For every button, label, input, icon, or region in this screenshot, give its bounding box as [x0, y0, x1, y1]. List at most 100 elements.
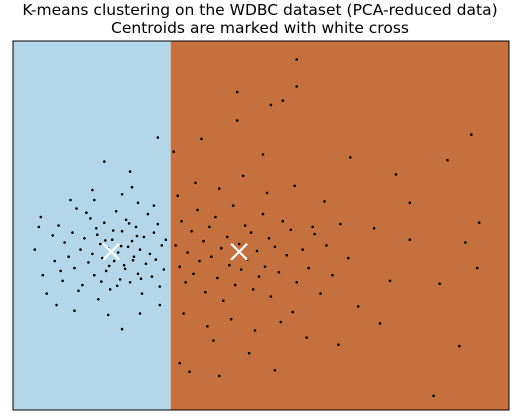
data-point [51, 234, 54, 237]
data-point [477, 221, 481, 224]
data-point [106, 313, 110, 317]
data-point [432, 394, 435, 398]
data-point [243, 224, 247, 227]
data-point [235, 119, 239, 122]
data-point [41, 273, 45, 277]
centroid-marker-1 [230, 242, 248, 261]
data-point [277, 271, 281, 274]
data-point [148, 252, 152, 256]
data-point [123, 267, 127, 271]
data-point [194, 181, 197, 185]
data-point [257, 275, 261, 278]
data-point [273, 245, 277, 249]
data-point [319, 292, 322, 295]
data-point [216, 276, 219, 280]
data-point [99, 242, 102, 246]
data-point [253, 329, 257, 332]
data-point [135, 234, 139, 238]
data-point [235, 90, 239, 94]
data-point [337, 343, 340, 347]
data-point [176, 194, 179, 197]
data-point [89, 217, 92, 220]
data-point [293, 184, 297, 188]
data-point [218, 374, 221, 378]
region-cluster-1 [170, 41, 509, 410]
data-point [162, 268, 166, 271]
data-point [130, 185, 134, 189]
data-point [55, 303, 58, 307]
data-point [186, 251, 189, 254]
data-point [158, 285, 162, 288]
data-point [73, 309, 76, 313]
data-point [122, 263, 126, 267]
data-point [261, 153, 265, 156]
data-point [104, 239, 107, 242]
data-point [267, 237, 271, 240]
data-point [476, 266, 479, 270]
data-point [138, 248, 142, 251]
data-point [394, 173, 398, 176]
data-point [289, 228, 293, 232]
data-point [87, 261, 90, 264]
data-point [241, 174, 245, 178]
data-point [281, 99, 285, 102]
data-point [192, 272, 195, 276]
data-point [136, 272, 140, 276]
data-point [200, 137, 203, 141]
chart-title: K-means clustering on the WDBC dataset (… [22, 1, 497, 19]
data-point [136, 201, 140, 205]
data-point [263, 265, 267, 269]
data-point [323, 200, 326, 203]
data-point [120, 327, 124, 331]
data-point [255, 249, 259, 253]
plot-frame [12, 40, 510, 411]
data-point [120, 229, 124, 233]
data-point [307, 266, 310, 270]
data-point [110, 238, 114, 241]
data-point [139, 277, 143, 281]
data-point [464, 241, 467, 244]
chart-subtitle: Centroids are marked with white cross [111, 19, 409, 37]
data-point [174, 244, 177, 247]
data-point [85, 211, 88, 214]
data-point [45, 292, 48, 295]
data-point [313, 232, 316, 236]
data-point [75, 207, 78, 210]
data-point [229, 317, 233, 321]
data-point [59, 269, 62, 273]
data-point [408, 238, 412, 241]
data-point [111, 229, 115, 232]
data-point [311, 225, 314, 229]
data-point [79, 248, 82, 251]
data-point [305, 336, 308, 339]
data-point [202, 239, 205, 243]
data-point [128, 281, 132, 284]
data-point [118, 278, 122, 281]
data-point [204, 290, 207, 294]
data-point [184, 281, 187, 284]
data-point [97, 298, 100, 301]
data-point [120, 193, 124, 196]
data-point [156, 136, 160, 139]
data-point [103, 221, 106, 224]
data-point [325, 244, 328, 247]
data-point [150, 275, 154, 278]
data-point [128, 170, 132, 173]
data-point [291, 310, 295, 314]
data-point [196, 208, 199, 212]
data-point [100, 280, 103, 283]
data-point [134, 225, 138, 229]
data-point [132, 255, 136, 258]
data-point [81, 283, 84, 287]
data-point [93, 198, 96, 202]
data-point [372, 227, 376, 230]
data-point [69, 198, 72, 202]
data-point [114, 210, 118, 213]
data-point [154, 258, 158, 261]
data-point [156, 222, 160, 226]
plot-area [12, 40, 510, 411]
data-point [273, 369, 277, 372]
data-point [96, 233, 99, 236]
data-point [71, 231, 74, 234]
data-point [126, 245, 130, 249]
